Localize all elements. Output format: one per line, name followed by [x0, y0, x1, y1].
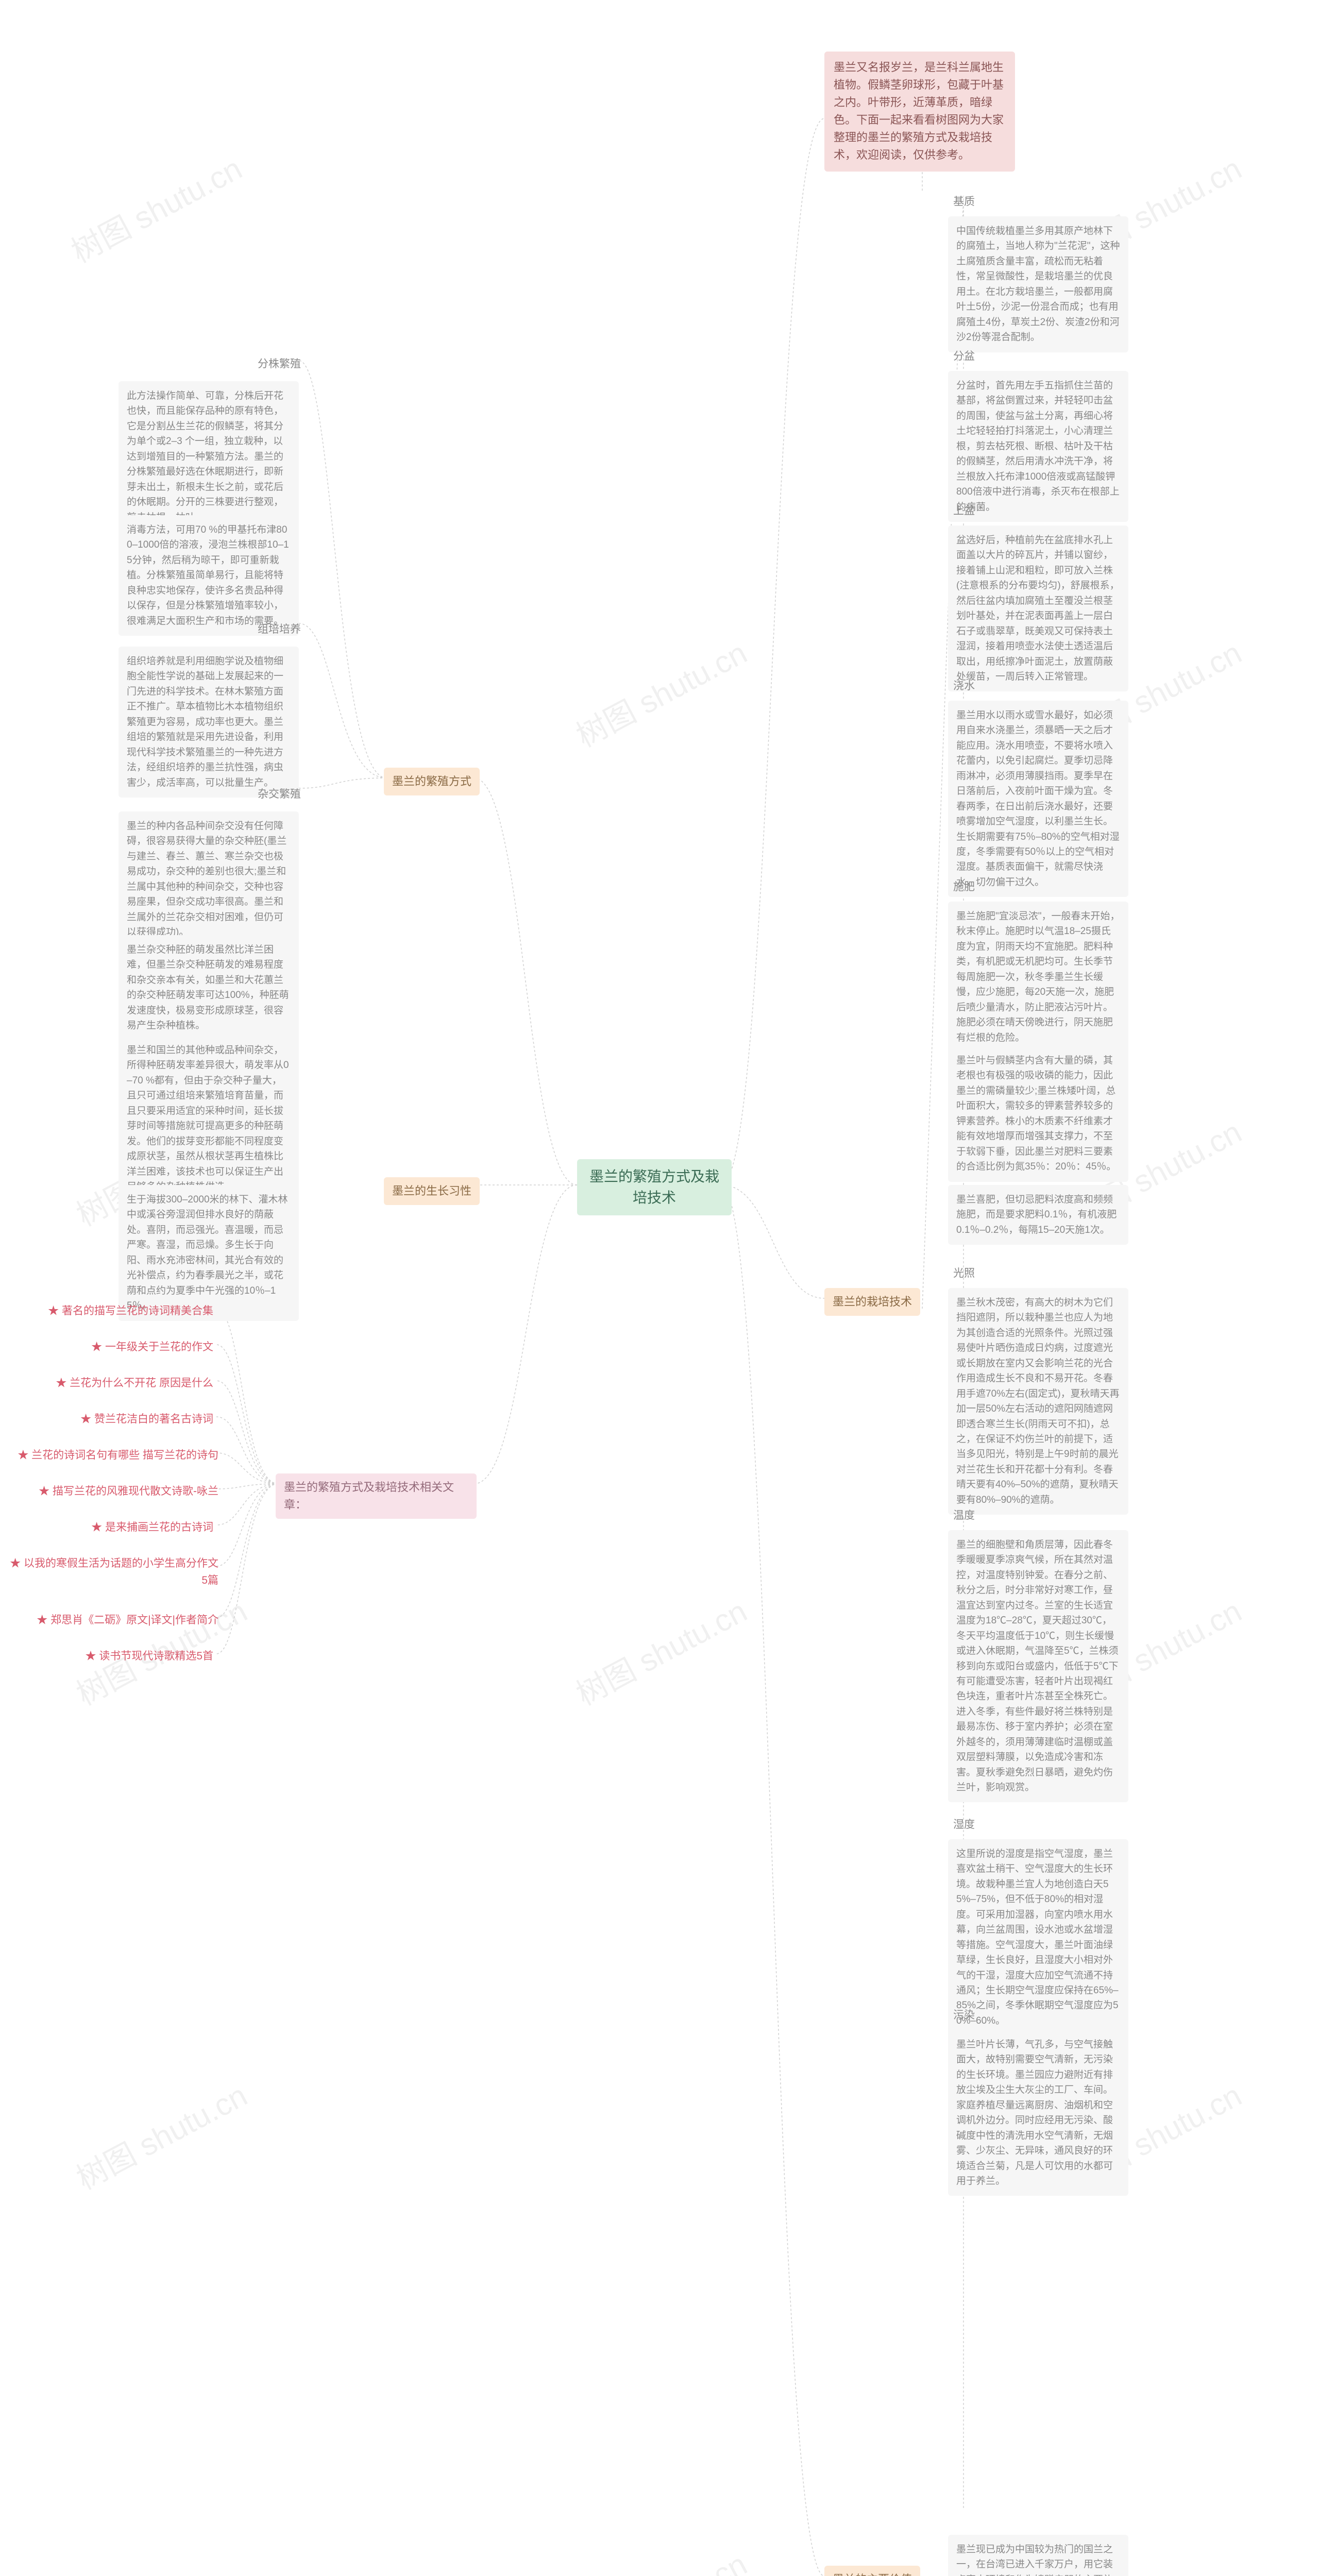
related-title[interactable]: 墨兰的繁殖方式及栽培技术相关文章：	[276, 1473, 477, 1519]
shangpen-text: 盆选好后，种植前先在盆底排水孔上面盖以大片的碎瓦片，并铺以窗纱，接着铺上山泥和粗…	[948, 526, 1128, 691]
related-item-7[interactable]: ★ 以我的寒假生活为话题的小学生高分作文5篇	[5, 1553, 222, 1591]
wendu-label[interactable]: 温度	[948, 1504, 980, 1528]
watermark: 树图 shutu.cn	[567, 1587, 754, 1714]
guangzhao-text: 墨兰秋木茂密，有高大的树木为它们挡阳遮阴，所以栽种墨兰也应人为地为其创造合适的光…	[948, 1288, 1128, 1515]
watermark: 树图 shutu.cn	[62, 144, 249, 272]
related-item-8[interactable]: ★ 郑思肖《二砺》原文|译文|作者简介	[21, 1610, 222, 1631]
shifei-p1: 墨兰施肥"宜淡忌浓"，一般春末开始，秋末停止。施肥时以气温18–25摄氏度为宜，…	[948, 902, 1128, 1053]
watermark: 树图 shutu.cn	[567, 2540, 754, 2576]
jizhi-text: 中国传统栽植墨兰多用其原产地林下的腐殖土，当地人称为"兰花泥"，这种土腐殖质含量…	[948, 216, 1128, 352]
fenpen-text: 分盆时，首先用左手五指抓住兰苗的基部，将盆倒置过来，并轻轻叩击盆的周围，使盆与盆…	[948, 371, 1128, 522]
zajiao-p3: 墨兰和国兰的其他种或品种间杂交，所得种胚萌发率差异很大，萌发率从0–70 %都有…	[119, 1036, 299, 1201]
fenzhu-p2: 消毒方法，可用70 %的甲基托布津800–1000倍的溶液，浸泡兰株根部10–1…	[119, 515, 299, 636]
habit-text: 生于海拔300–2000米的林下、灌木林中或溪谷旁湿润但排水良好的荫蔽处。喜阴，…	[119, 1185, 299, 1321]
fenzhu-label[interactable]: 分株繁殖	[252, 353, 306, 376]
shifei-p2: 墨兰叶与假鳞茎内含有大量的磷，其老根也有极强的吸收磷的能力，因此墨兰的需磷量较少…	[948, 1046, 1128, 1182]
shifei-label[interactable]: 施肥	[948, 876, 980, 899]
wendu-text: 墨兰的细胞壁和角质层薄，因此春冬季暖暖夏季凉爽气候，所在其然对温控，对温度特别钟…	[948, 1530, 1128, 1802]
cultivation-title[interactable]: 墨兰的栽培技术	[824, 1288, 920, 1316]
fenpen-label[interactable]: 分盆	[948, 345, 980, 368]
watermark: 树图 shutu.cn	[567, 629, 754, 756]
shifei-p3: 墨兰喜肥，但切忌肥料浓度高和频频施肥，而是要求肥料0.1％，有机液肥0.1％–0…	[948, 1185, 1128, 1245]
wuran-text: 墨兰叶片长薄，气孔多，与空气接触面大，故特别需要空气清新，无污染的生长环境。墨兰…	[948, 2030, 1128, 2196]
related-item-3[interactable]: ★ 赞兰花洁白的著名古诗词	[52, 1409, 216, 1430]
zajiao-label[interactable]: 杂交繁殖	[252, 783, 306, 806]
mindmap-canvas: 树图 shutu.cn 树图 shutu.cn 树图 shutu.cn 树图 s…	[0, 0, 1319, 2576]
intro-text: 墨兰又名报岁兰，是兰科兰属地生植物。假鳞茎卵球形，包藏于叶基之内。叶带形，近薄革…	[824, 52, 1015, 172]
related-item-1[interactable]: ★ 一年级关于兰花的作文	[62, 1337, 216, 1358]
habit-title[interactable]: 墨兰的生长习性	[384, 1177, 480, 1205]
related-item-9[interactable]: ★ 读书节现代诗歌精选5首	[57, 1646, 216, 1667]
root-node[interactable]: 墨兰的繁殖方式及栽培技术	[577, 1159, 732, 1215]
zupei-label[interactable]: 组培培养	[252, 618, 306, 641]
watermark: 树图 shutu.cn	[67, 2071, 254, 2198]
related-item-6[interactable]: ★ 是来捕画兰花的古诗词	[62, 1517, 216, 1538]
shidu-label[interactable]: 湿度	[948, 1814, 980, 1837]
guangzhao-label[interactable]: 光照	[948, 1262, 980, 1285]
jizhi-label[interactable]: 基质	[948, 191, 980, 214]
value-title[interactable]: 墨兰的主要价值	[824, 2566, 920, 2576]
shangpen-label[interactable]: 上盆	[948, 500, 980, 523]
propagation-title[interactable]: 墨兰的繁殖方式	[384, 768, 480, 795]
related-item-2[interactable]: ★ 兰花为什么不开花 原因是什么	[31, 1373, 216, 1394]
zajiao-p1: 墨兰的种内各品种间杂交没有任何障碍，很容易获得大量的杂交种胚(墨兰与建兰、春兰、…	[119, 811, 299, 947]
zupei-p1: 组织培养就是利用细胞学说及植物细胞全能性学说的基础上发展起来的一门先进的科学技术…	[119, 647, 299, 798]
jiaoshui-text: 墨兰用水以雨水或雪水最好，如必须用自来水浇墨兰，须暴晒一天之后才能应用。浇水用喷…	[948, 701, 1128, 897]
related-item-4[interactable]: ★ 兰花的诗词名句有哪些 描写兰花的诗句	[5, 1445, 222, 1466]
zajiao-p2: 墨兰杂交种胚的萌发虽然比洋兰困难，但墨兰杂交种胚萌发的难易程度和杂交亲本有关，如…	[119, 935, 299, 1041]
jiaoshui-label[interactable]: 浇水	[948, 675, 980, 698]
related-item-0[interactable]: ★ 著名的描写兰花的诗词精美合集	[36, 1301, 216, 1322]
wuran-label[interactable]: 污染	[948, 2004, 980, 2027]
related-item-5[interactable]: ★ 描写兰花的风雅现代散文诗歌-咏兰	[15, 1481, 222, 1502]
value-text: 墨兰现已成为中国较为热门的国兰之一，在台湾已进入千家万户，用它装点室内环境和作为…	[948, 2535, 1128, 2576]
fenzhu-p1: 此方法操作简单、可靠，分株后开花也快，而且能保存品种的原有特色，它是分割丛生兰花…	[119, 381, 299, 532]
